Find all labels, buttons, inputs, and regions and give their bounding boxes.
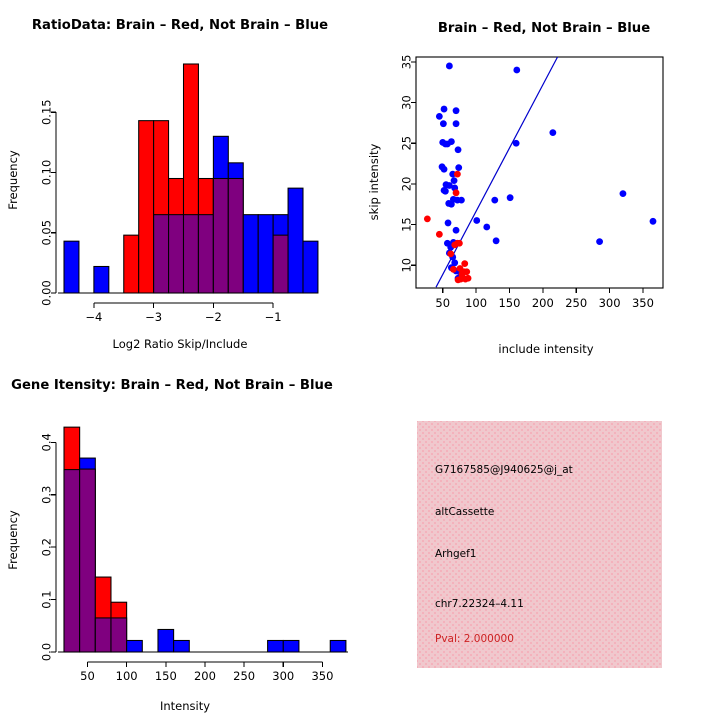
ratio-histogram-title: RatioData: Brain – Red, Not Brain – Blue xyxy=(32,18,328,33)
scatter-svg: Brain – Red, Not Brain – Blue include in… xyxy=(367,21,664,356)
svg-text:200: 200 xyxy=(194,669,216,683)
svg-text:50: 50 xyxy=(435,296,450,310)
panel-ratio-histogram: RatioData: Brain – Red, Not Brain – Blue… xyxy=(0,0,360,360)
gene-histogram-xlabel: Intensity xyxy=(160,699,210,713)
svg-text:−2: −2 xyxy=(205,310,222,324)
ratio-histogram-svg: RatioData: Brain – Red, Not Brain – Blue… xyxy=(6,18,328,351)
info-pval: Pval: 2.000000 xyxy=(435,633,514,645)
scatter-axes: 10 15 20 25 30 35 50 100 150 200 250 300 350 xyxy=(400,55,654,310)
svg-text:150: 150 xyxy=(498,296,520,310)
svg-text:0.15: 0.15 xyxy=(40,99,54,125)
svg-text:0.05: 0.05 xyxy=(40,220,54,246)
svg-text:250: 250 xyxy=(233,669,255,683)
svg-text:100: 100 xyxy=(465,296,487,310)
ratio-histogram-ylabel: Frequency xyxy=(6,150,20,210)
gene-info-box: G7167585@J940625@j_at altCassette Arhgef… xyxy=(417,421,662,668)
svg-text:300: 300 xyxy=(599,296,621,310)
svg-text:0.2: 0.2 xyxy=(40,538,54,556)
gene-histogram-axes: 0.0 0.1 0.2 0.3 0.4 50 100 150 200 250 300 350 xyxy=(40,433,348,683)
panel-gene-intensity-histogram: Gene Itensity: Brain – Red, Not Brain – … xyxy=(0,360,360,720)
svg-text:150: 150 xyxy=(155,669,177,683)
svg-text:300: 300 xyxy=(272,669,294,683)
ratio-histogram-bars xyxy=(63,63,319,294)
ratio-histogram-xlabel: Log2 Ratio Skip/Include xyxy=(113,337,248,351)
svg-text:20: 20 xyxy=(400,177,414,192)
svg-text:350: 350 xyxy=(311,669,333,683)
svg-text:50: 50 xyxy=(80,669,95,683)
info-probe-id: G7167585@J940625@j_at xyxy=(435,464,573,476)
scatter-title: Brain – Red, Not Brain – Blue xyxy=(438,21,650,36)
svg-text:0.0: 0.0 xyxy=(40,643,54,661)
svg-text:100: 100 xyxy=(116,669,138,683)
svg-text:30: 30 xyxy=(400,95,414,110)
svg-text:15: 15 xyxy=(400,217,414,232)
svg-text:−4: −4 xyxy=(85,310,102,324)
svg-text:25: 25 xyxy=(400,136,414,151)
ratio-histogram-axes: 0.00 0.05 0.10 0.15 −4 −3 −2 −1 xyxy=(40,99,309,324)
scatter-xlabel: include intensity xyxy=(498,342,593,356)
gene-histogram-bars xyxy=(63,426,347,653)
svg-text:10: 10 xyxy=(400,258,414,273)
svg-text:0.3: 0.3 xyxy=(40,486,54,504)
scatter-ylabel: skip intensity xyxy=(367,143,381,220)
svg-text:200: 200 xyxy=(532,296,554,310)
gene-histogram-ylabel: Frequency xyxy=(6,510,20,570)
info-gene-symbol: Arhgef1 xyxy=(435,548,477,560)
svg-text:35: 35 xyxy=(400,55,414,70)
scatter-frame xyxy=(415,56,664,289)
scatter-points xyxy=(423,62,657,284)
svg-text:0.4: 0.4 xyxy=(40,433,54,451)
gene-histogram-title: Gene Itensity: Brain – Red, Not Brain – … xyxy=(11,378,333,393)
svg-text:250: 250 xyxy=(565,296,587,310)
panel-gene-info: G7167585@J940625@j_at altCassette Arhgef… xyxy=(360,360,720,720)
gene-histogram-svg: Gene Itensity: Brain – Red, Not Brain – … xyxy=(6,378,348,713)
svg-text:350: 350 xyxy=(632,296,654,310)
info-locus: chr7.22324–4.11 xyxy=(435,598,524,610)
svg-text:−3: −3 xyxy=(145,310,162,324)
svg-text:0.10: 0.10 xyxy=(40,160,54,186)
info-event-type: altCassette xyxy=(435,506,495,518)
svg-text:0.1: 0.1 xyxy=(40,590,54,608)
svg-text:0.00: 0.00 xyxy=(40,280,54,306)
panel-intensity-scatter: Brain – Red, Not Brain – Blue include in… xyxy=(360,0,720,360)
svg-text:−1: −1 xyxy=(265,310,282,324)
scatter-regression-line xyxy=(435,56,559,288)
